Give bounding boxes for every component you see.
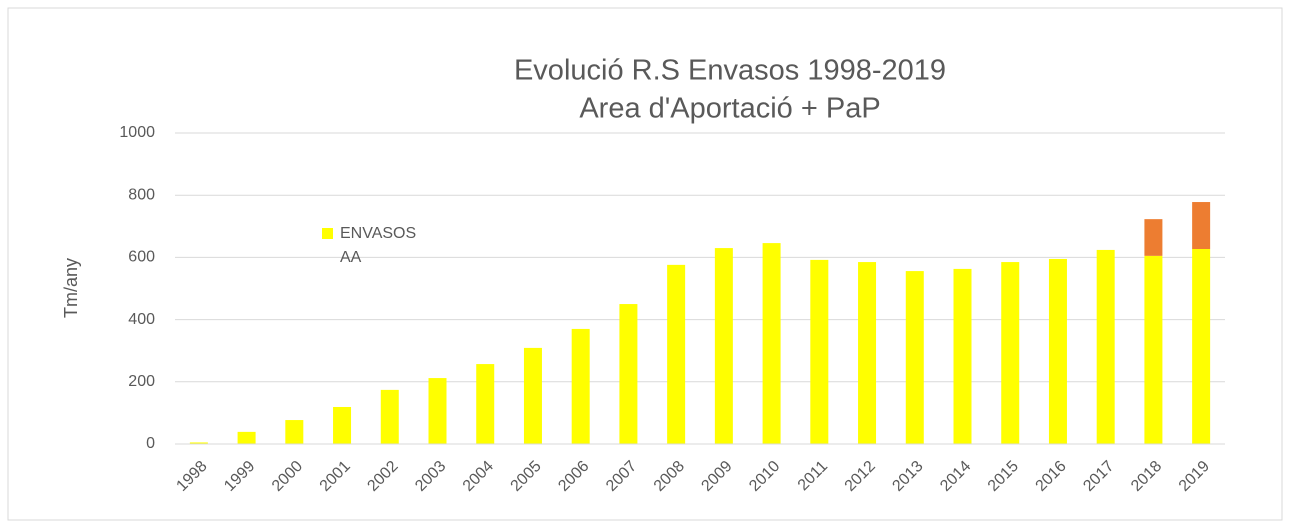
- y-axis-label: Tm/any: [61, 258, 81, 318]
- bar: [189, 442, 208, 444]
- bar: [1192, 202, 1211, 250]
- bar: [1096, 249, 1115, 444]
- bar: [714, 248, 733, 444]
- bar: [905, 271, 924, 444]
- bar: [333, 406, 352, 444]
- bar: [285, 420, 304, 444]
- y-tick-label: 400: [128, 311, 155, 328]
- bar: [1048, 258, 1067, 444]
- bar: [1144, 219, 1163, 256]
- legend-swatch: [322, 228, 333, 239]
- y-tick-label: 800: [128, 186, 155, 203]
- bar: [667, 264, 686, 444]
- frame: [7, 7, 1283, 521]
- bar: [619, 304, 638, 444]
- bar: [476, 364, 495, 444]
- bar: [523, 347, 542, 444]
- bar: [237, 431, 256, 444]
- bar: [1001, 262, 1020, 444]
- bar: [953, 268, 972, 444]
- legend-label: ENVASOS AA: [340, 225, 417, 266]
- bar: [762, 243, 781, 444]
- bar: [1144, 255, 1163, 444]
- chart-title: Evolució R.S Envasos 1998-2019: [514, 55, 946, 87]
- y-tick-label: 200: [128, 373, 155, 390]
- bar: [810, 259, 829, 444]
- y-tick-label: 600: [128, 249, 155, 266]
- bar: [858, 262, 877, 444]
- y-tick-label: 1000: [119, 124, 155, 141]
- bar: [380, 389, 399, 444]
- chart-subtitle: Area d'Aportació + PaP: [579, 93, 880, 125]
- bar: [1192, 249, 1211, 444]
- bar: [428, 378, 447, 444]
- y-tick-label: 0: [146, 435, 155, 452]
- bar: [571, 328, 590, 444]
